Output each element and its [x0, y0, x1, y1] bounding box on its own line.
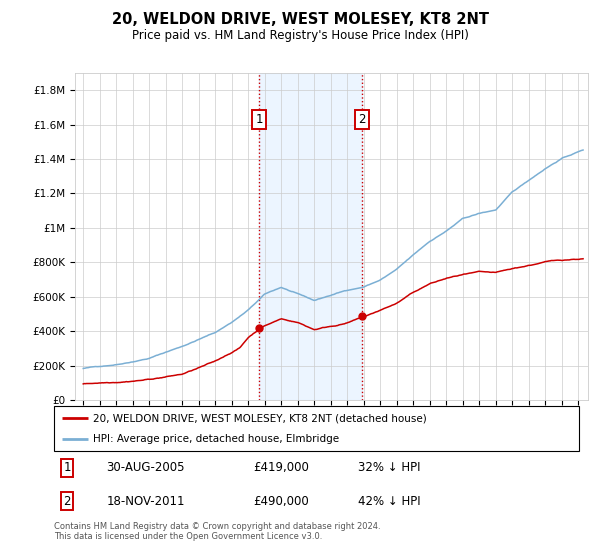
Text: 1: 1 [256, 113, 263, 126]
Text: 30-AUG-2005: 30-AUG-2005 [107, 461, 185, 474]
Text: 2: 2 [358, 113, 366, 126]
Text: 2: 2 [64, 494, 71, 508]
Text: HPI: Average price, detached house, Elmbridge: HPI: Average price, detached house, Elmb… [94, 433, 340, 444]
Text: 32% ↓ HPI: 32% ↓ HPI [359, 461, 421, 474]
Text: 20, WELDON DRIVE, WEST MOLESEY, KT8 2NT (detached house): 20, WELDON DRIVE, WEST MOLESEY, KT8 2NT … [94, 413, 427, 423]
FancyBboxPatch shape [54, 406, 579, 451]
Text: £490,000: £490,000 [254, 494, 309, 508]
Text: 20, WELDON DRIVE, WEST MOLESEY, KT8 2NT: 20, WELDON DRIVE, WEST MOLESEY, KT8 2NT [112, 12, 488, 27]
Text: Contains HM Land Registry data © Crown copyright and database right 2024.
This d: Contains HM Land Registry data © Crown c… [54, 522, 380, 542]
Text: Price paid vs. HM Land Registry's House Price Index (HPI): Price paid vs. HM Land Registry's House … [131, 29, 469, 42]
Text: £419,000: £419,000 [254, 461, 310, 474]
Text: 42% ↓ HPI: 42% ↓ HPI [359, 494, 421, 508]
Bar [259, 73, 362, 400]
Text: 1: 1 [64, 461, 71, 474]
Text: 18-NOV-2011: 18-NOV-2011 [107, 494, 185, 508]
